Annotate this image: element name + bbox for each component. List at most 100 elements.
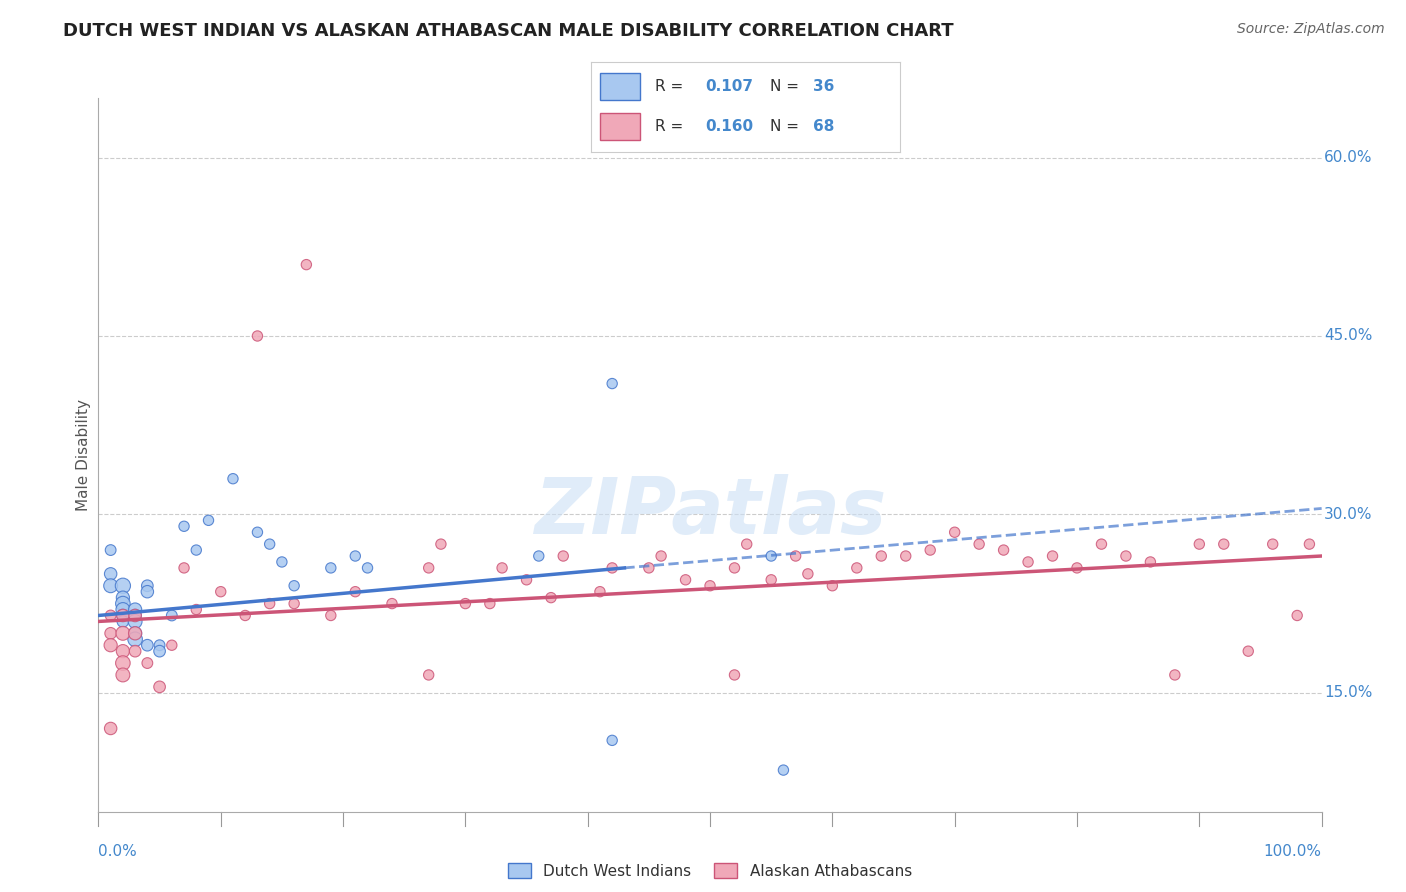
Point [259,537,281,551]
Point [124,608,146,623]
Point [1286,608,1309,623]
Point [283,597,305,611]
Point [149,638,172,652]
Point [136,584,159,599]
Point [259,597,281,611]
Point [111,579,134,593]
Point [772,763,794,777]
Point [149,644,172,658]
Point [920,543,942,558]
Point [100,566,122,581]
Point [527,549,550,563]
Point [430,537,453,551]
Point [1237,644,1260,658]
Point [124,644,146,658]
Point [418,668,440,682]
Point [675,573,697,587]
Text: 0.160: 0.160 [704,120,754,134]
Text: 100.0%: 100.0% [1264,844,1322,859]
Point [356,561,378,575]
Point [319,608,342,623]
Point [761,573,783,587]
Point [600,561,623,575]
Point [344,584,367,599]
Point [1066,561,1088,575]
Point [845,561,868,575]
Point [723,668,745,682]
Point [637,561,661,575]
Point [124,626,146,640]
Point [100,722,122,736]
Point [270,555,294,569]
Point [100,638,122,652]
Text: 0.0%: 0.0% [98,844,138,859]
Point [1164,668,1187,682]
Point [1298,537,1320,551]
Point [540,591,562,605]
Point [1017,555,1039,569]
Point [295,258,318,272]
Point [233,608,256,623]
Point [111,597,134,611]
Point [111,591,134,605]
Text: 45.0%: 45.0% [1324,328,1372,343]
Point [246,525,269,540]
Point [600,733,623,747]
Point [100,543,122,558]
Point [124,602,146,616]
Text: N =: N = [770,79,804,94]
Point [173,561,195,575]
Point [491,561,513,575]
Point [967,537,990,551]
Point [186,602,208,616]
Point [1115,549,1137,563]
Point [136,579,159,593]
Point [111,656,134,670]
Point [1139,555,1161,569]
Text: 60.0%: 60.0% [1324,150,1372,165]
Point [186,543,208,558]
Point [100,626,122,640]
Point [111,668,134,682]
Point [553,549,575,563]
Point [283,579,305,593]
Text: R =: R = [655,79,689,94]
Text: 36: 36 [813,79,835,94]
Point [894,549,917,563]
Point [160,608,183,623]
Point [160,638,183,652]
Point [111,608,134,623]
Point [124,626,146,640]
Point [797,566,820,581]
Text: 68: 68 [813,120,835,134]
Point [149,680,172,694]
Point [136,656,159,670]
Point [600,376,623,391]
Point [124,632,146,647]
Point [246,329,269,343]
Point [699,579,721,593]
Text: N =: N = [770,120,804,134]
Point [943,525,966,540]
Point [735,537,758,551]
Point [478,597,501,611]
Point [1090,537,1112,551]
Point [993,543,1015,558]
Point [111,615,134,629]
Point [111,602,134,616]
Point [381,597,404,611]
FancyBboxPatch shape [600,113,640,140]
Point [785,549,807,563]
Text: 15.0%: 15.0% [1324,685,1372,700]
Point [1042,549,1064,563]
Text: 30.0%: 30.0% [1324,507,1372,522]
Legend: Dutch West Indians, Alaskan Athabascans: Dutch West Indians, Alaskan Athabascans [501,855,920,886]
Point [124,615,146,629]
Point [111,608,134,623]
Point [1188,537,1211,551]
Point [821,579,844,593]
Point [723,561,745,575]
Point [319,561,342,575]
Point [650,549,672,563]
Point [344,549,367,563]
